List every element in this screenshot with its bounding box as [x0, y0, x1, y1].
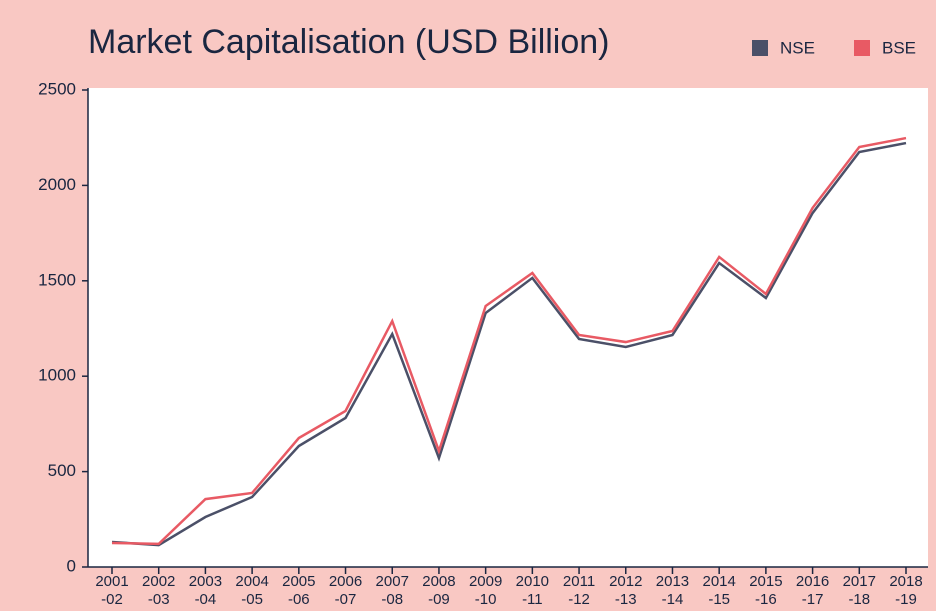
y-tick-label: 2500	[38, 79, 76, 98]
legend-swatch	[854, 40, 870, 56]
x-tick-label: -14	[662, 591, 684, 608]
x-tick-label: -04	[195, 591, 217, 608]
x-tick-label: 2018	[889, 573, 922, 590]
y-tick-label: 1500	[38, 270, 76, 289]
x-tick-label: 2015	[749, 573, 782, 590]
x-tick-label: -12	[568, 591, 590, 608]
x-tick-label: 2008	[422, 573, 455, 590]
x-tick-label: -05	[241, 591, 263, 608]
x-tick-label: 2002	[142, 573, 175, 590]
x-tick-label: -07	[335, 591, 357, 608]
legend-label: NSE	[780, 38, 815, 57]
plot-area	[88, 88, 928, 567]
x-tick-label: -08	[381, 591, 403, 608]
x-tick-label: -03	[148, 591, 170, 608]
x-tick-label: -13	[615, 591, 637, 608]
chart-title: Market Capitalisation (USD Billion)	[88, 23, 610, 61]
x-tick-label: -19	[895, 591, 917, 608]
y-tick-label: 2000	[38, 175, 76, 194]
x-tick-label: -15	[708, 591, 730, 608]
x-tick-label: -06	[288, 591, 310, 608]
x-tick-label: 2016	[796, 573, 829, 590]
legend-label: BSE	[882, 38, 916, 57]
x-tick-label: 2003	[189, 573, 222, 590]
x-tick-label: -16	[755, 591, 777, 608]
x-tick-label: 2017	[843, 573, 876, 590]
y-tick-label: 0	[67, 556, 76, 575]
x-tick-label: -02	[101, 591, 123, 608]
x-tick-label: 2009	[469, 573, 502, 590]
legend-swatch	[752, 40, 768, 56]
x-tick-label: 2001	[95, 573, 128, 590]
x-tick-label: -09	[428, 591, 450, 608]
series-line	[111, 141, 907, 547]
x-tick-label: -11	[522, 591, 543, 608]
series-line	[111, 136, 907, 546]
x-tick-label: 2013	[656, 573, 689, 590]
y-tick-label: 500	[48, 461, 76, 480]
x-tick-label: 2014	[702, 573, 735, 590]
x-tick-label: 2012	[609, 573, 642, 590]
y-tick-label: 1000	[38, 366, 76, 385]
x-tick-label: 2006	[329, 573, 362, 590]
x-tick-label: 2005	[282, 573, 315, 590]
x-tick-label: -18	[848, 591, 870, 608]
x-tick-label: -10	[475, 591, 497, 608]
x-tick-label: -17	[802, 591, 824, 608]
x-tick-label: 2004	[235, 573, 268, 590]
x-tick-label: 2007	[376, 573, 409, 590]
x-tick-label: 2011	[563, 573, 595, 590]
x-tick-label: 2010	[516, 573, 549, 590]
